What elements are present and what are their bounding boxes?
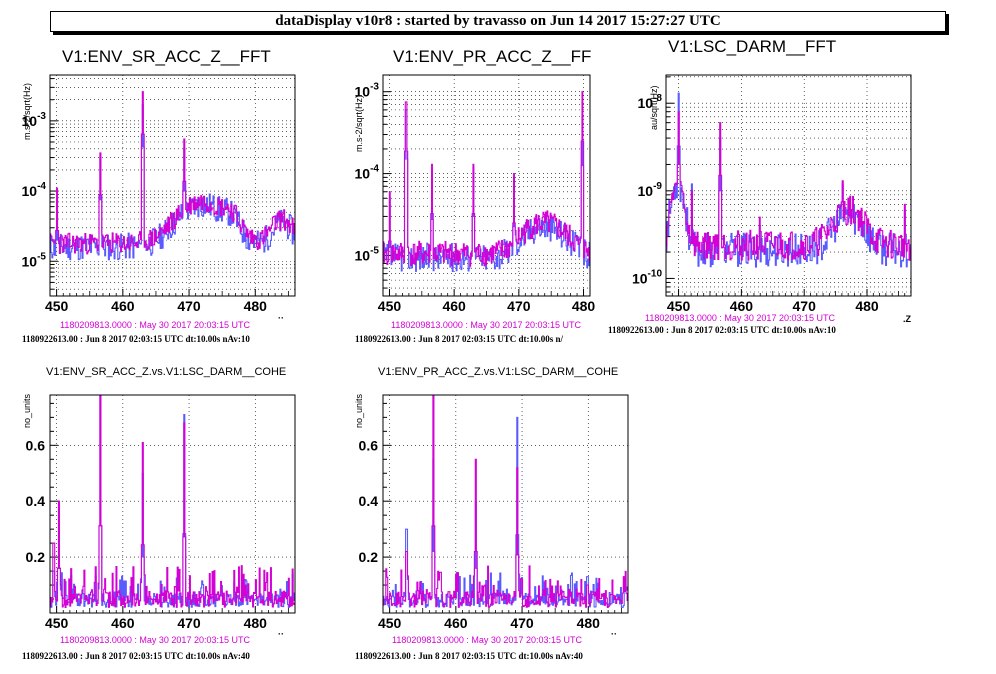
panel-4-title: V1:ENV_SR_ACC_Z.vs.V1:LSC_DARM__COHE: [46, 366, 287, 378]
y-tick-label: 0.6: [26, 437, 46, 453]
y-tick-label: 0.4: [359, 493, 379, 509]
x-tick-label: 480: [855, 298, 879, 314]
x-tick-label: 480: [244, 298, 268, 314]
x-tick-label: 460: [442, 298, 466, 314]
panel-3-title: V1:LSC_DARM__FFT: [668, 37, 837, 56]
series-line-blue: [50, 104, 295, 261]
plot-frame: [382, 74, 591, 297]
y-tick-label: 10-5: [355, 245, 380, 263]
y-tick-label: 10-3: [355, 82, 380, 100]
y-tick-label: 0.6: [359, 437, 379, 453]
y-tick-label: 10-3: [22, 111, 47, 129]
panel-3-info: 1180922613.00 : Jun 8 2017 02:03:15 UTC …: [608, 325, 836, 335]
x-tick-label: 470: [793, 298, 817, 314]
panel-2-title: V1:ENV_PR_ACC_Z__FF: [393, 47, 592, 66]
x-tick-label: 460: [111, 298, 135, 314]
panel-5-title: V1:ENV_PR_ACC_Z.vs.V1:LSC_DARM__COHE: [378, 366, 619, 378]
y-tick-label: 10-10: [632, 268, 662, 286]
plot-frame: [49, 74, 296, 297]
y-tick-label: 0.2: [26, 549, 46, 565]
series-line-magenta: [50, 395, 295, 608]
x-tick-label: 450: [45, 615, 69, 631]
x-tick-label: 460: [730, 298, 754, 314]
x-tick-label: 450: [378, 615, 402, 631]
series-line-magenta: [50, 91, 295, 255]
panel-1-info: 1180922613.00 : Jun 8 2017 02:03:15 UTC …: [22, 334, 250, 344]
series-line-blue: [50, 395, 295, 608]
x-tick-label: 470: [177, 298, 201, 314]
panel-1-ref-time: 1180209813.0000 : May 30 2017 20:03:15 U…: [60, 320, 250, 330]
series-line-blue: [383, 416, 628, 608]
y-tick-label: 10-5: [22, 251, 47, 269]
panel-4-x-truncated: ··: [278, 629, 284, 639]
x-tick-label: 480: [244, 615, 268, 631]
y-tick-label: 0.2: [359, 549, 379, 565]
series-line-magenta: [383, 395, 628, 608]
series-line-magenta: [383, 91, 590, 267]
panel-3-x-truncated: .Z: [903, 314, 911, 324]
x-tick-label: 480: [577, 615, 601, 631]
window-title: dataDisplay v10r8 : started by travasso …: [50, 11, 946, 32]
y-tick-label: 0.4: [26, 493, 46, 509]
x-tick-label: 450: [45, 298, 69, 314]
x-tick-label: 470: [507, 298, 531, 314]
x-tick-label: 480: [572, 298, 596, 314]
y-tick-label: 10-9: [638, 181, 663, 199]
y-tick-label: 10-4: [22, 181, 47, 199]
x-tick-label: 470: [510, 615, 534, 631]
plot-frame: [382, 394, 629, 614]
x-tick-label: 460: [111, 615, 135, 631]
panel-1-title: V1:ENV_SR_ACC_Z__FFT: [62, 47, 271, 66]
plot-frame: [49, 394, 296, 614]
panel-4-info: 1180922613.00 : Jun 8 2017 02:03:15 UTC …: [22, 651, 250, 661]
series-line-magenta: [666, 111, 911, 261]
x-tick-label: 450: [667, 298, 691, 314]
y-tick-label: 10-8: [638, 93, 663, 111]
panel-4-ref-time: 1180209813.0000 : May 30 2017 20:03:15 U…: [60, 635, 250, 645]
x-tick-label: 470: [177, 615, 201, 631]
panel-5-ref-time: 1180209813.0000 : May 30 2017 20:03:15 U…: [392, 635, 582, 645]
x-tick-label: 460: [444, 615, 468, 631]
panel-2-ref-time: 1180209813.0000 : May 30 2017 20:03:15 U…: [391, 320, 581, 330]
y-tick-label: 10-4: [355, 164, 380, 182]
panel-2-info: 1180922613.00 : Jun 8 2017 02:03:15 UTC …: [355, 334, 564, 344]
plot-frame: [665, 74, 912, 297]
x-tick-label: 450: [378, 298, 402, 314]
panel-1-x-truncated: ··: [278, 313, 284, 323]
panel-3-ref-time: 1180209813.0000 : May 30 2017 20:03:15 U…: [645, 313, 835, 323]
panel-5-info: 1180922613.00 : Jun 8 2017 02:03:15 UTC …: [355, 651, 583, 661]
panel-5-x-truncated: ··: [611, 629, 617, 639]
